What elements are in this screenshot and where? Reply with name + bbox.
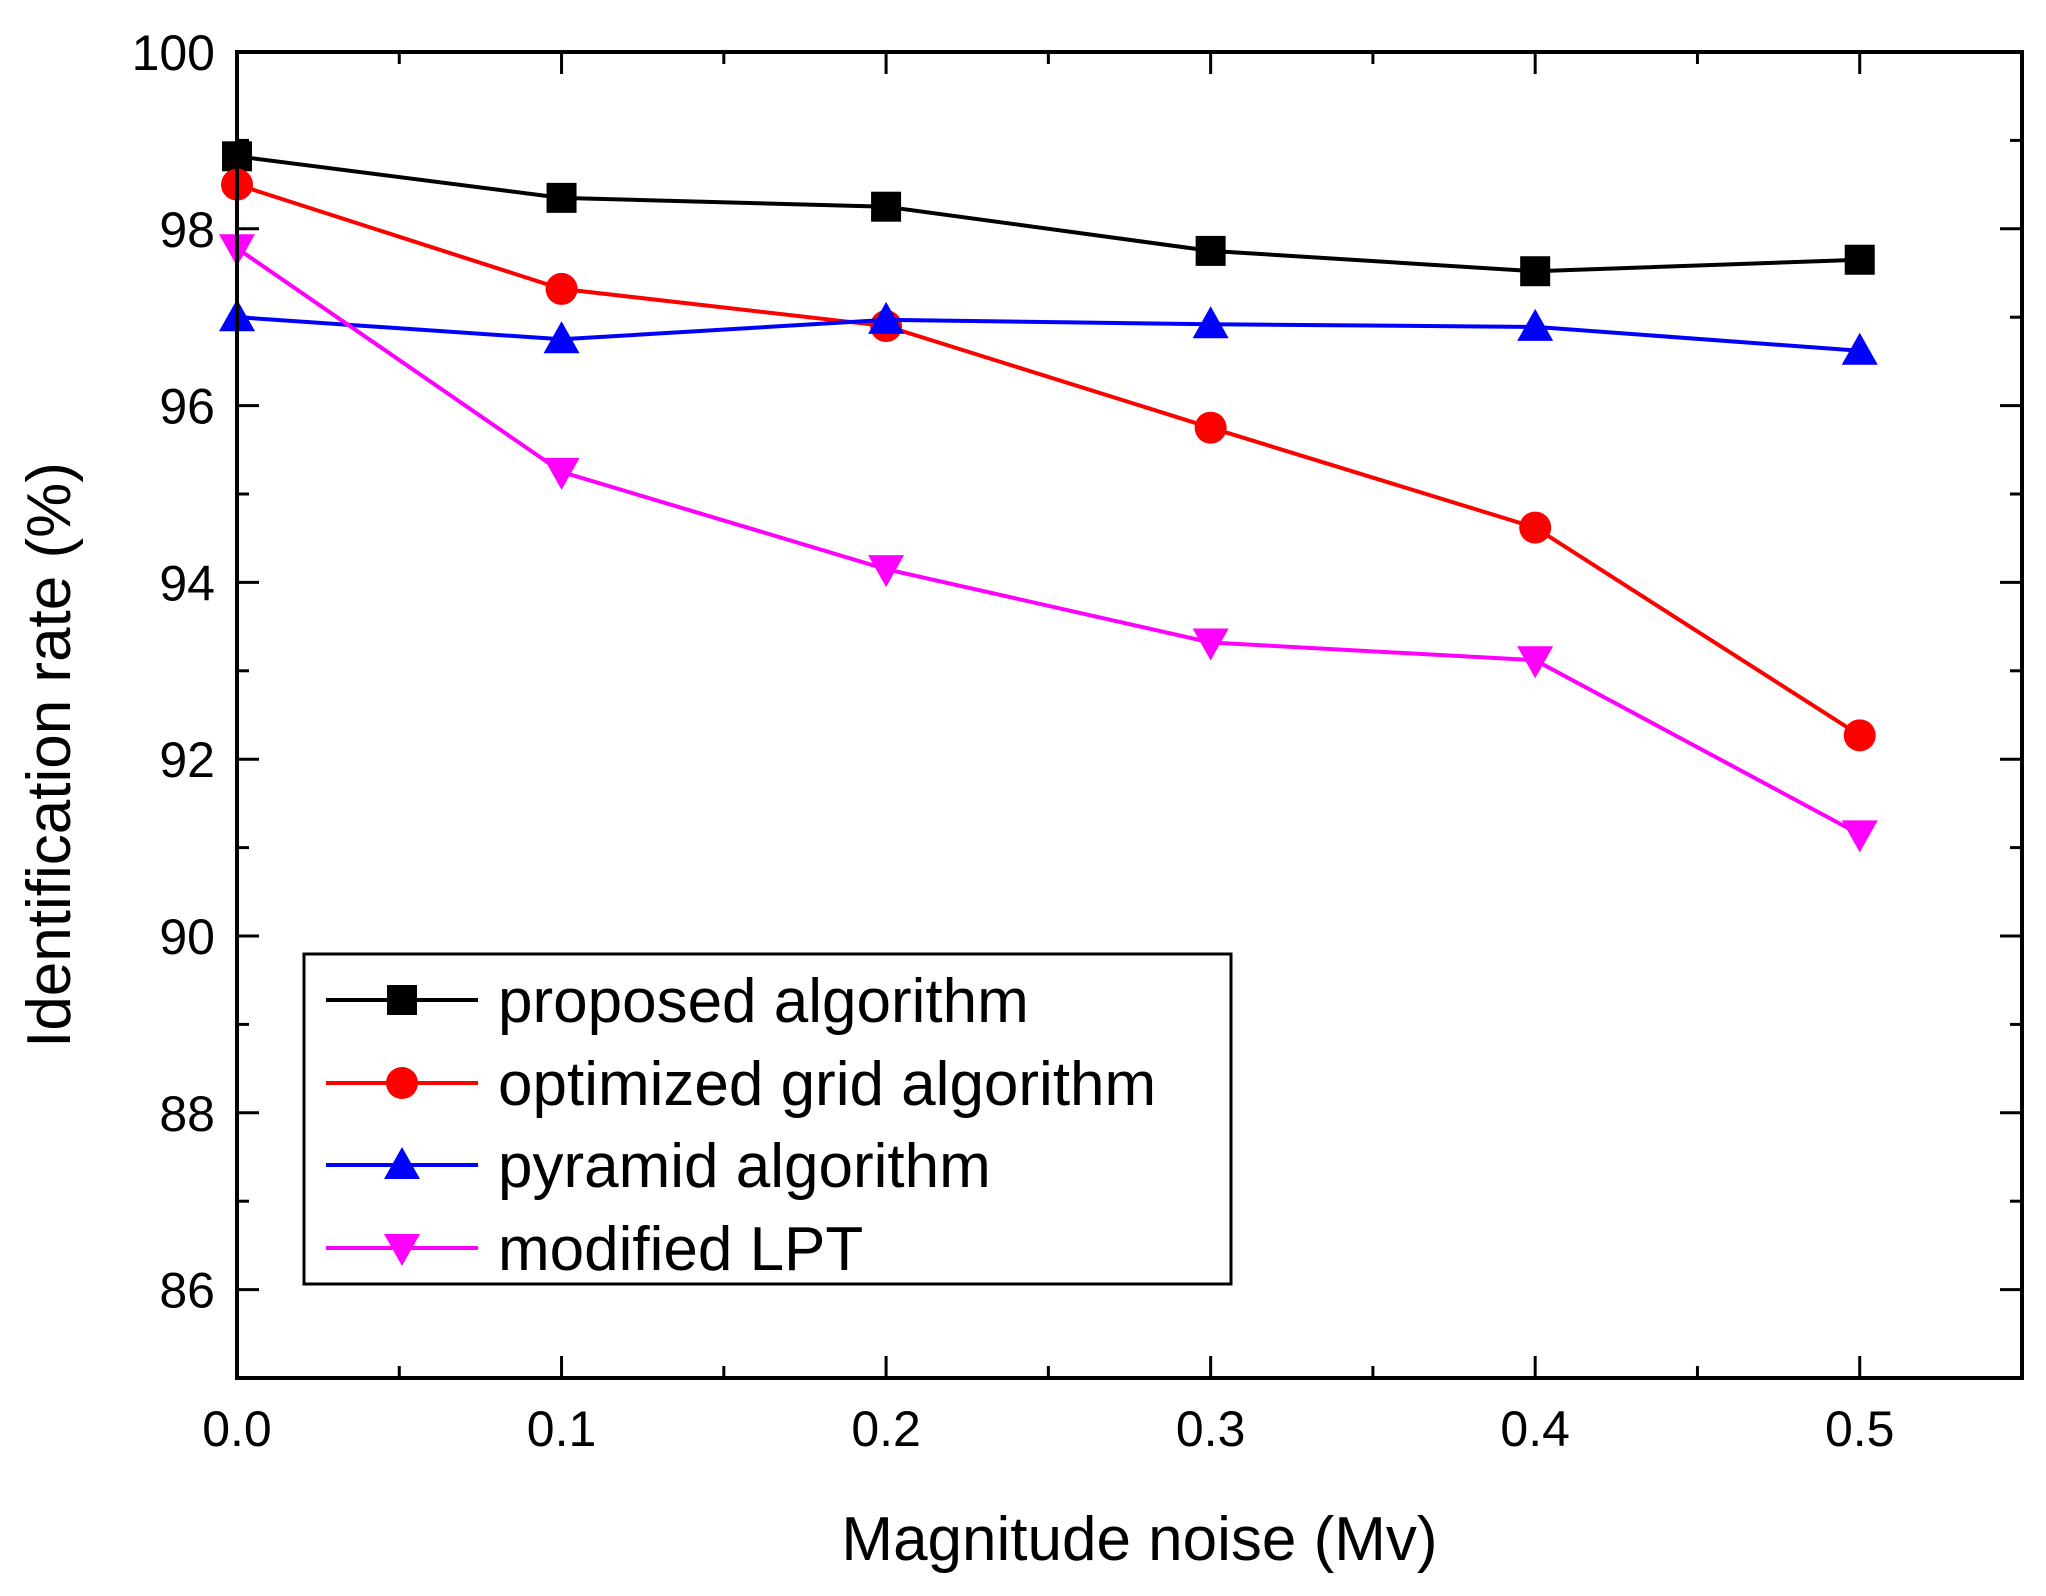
series-2 (219, 299, 1878, 365)
plot-frame (235, 50, 2024, 1380)
series-layer (219, 141, 1878, 853)
legend-swatch-marker (384, 1147, 420, 1179)
data-point (1520, 256, 1551, 287)
data-point (1192, 628, 1229, 661)
legend-label: proposed algorithm (498, 967, 1029, 1036)
x-tick-label: 0.5 (1825, 1401, 1895, 1457)
legend-item: modified LPT (326, 1215, 863, 1284)
y-tick-label: 92 (159, 732, 215, 788)
legend-label: modified LPT (498, 1215, 863, 1284)
y-tick-label: 98 (159, 202, 215, 258)
y-tick-label: 94 (159, 555, 215, 611)
y-tick-label: 96 (159, 379, 215, 435)
data-point (1517, 308, 1554, 341)
data-point (1517, 646, 1554, 679)
legend: proposed algorithm optimized grid algorit… (302, 952, 1233, 1286)
legend-swatch-marker (387, 985, 417, 1015)
y-tick-label: 100 (132, 25, 215, 81)
legend-swatch-marker (386, 1067, 418, 1099)
data-point (1195, 235, 1226, 266)
data-point (1519, 511, 1552, 544)
x-tick-label: 0.0 (202, 1401, 272, 1457)
legend-items: proposed algorithm optimized grid algorit… (326, 967, 1156, 1284)
series-line (236, 315, 1860, 353)
tick-labels: 0.0 0.1 0.2 0.3 0.4 0.5 86 88 90 92 94 96 98 100 (132, 25, 1895, 1457)
data-point (868, 555, 905, 588)
series-line (236, 182, 1861, 738)
series-3 (219, 234, 1878, 853)
y-tick-label: 88 (159, 1086, 215, 1142)
legend-item: proposed algorithm (326, 967, 1029, 1036)
legend-item: optimized grid algorithm (326, 1050, 1156, 1119)
data-point (1841, 332, 1878, 365)
legend-box (302, 952, 1233, 1286)
x-tick-label: 0.3 (1176, 1401, 1246, 1457)
data-point (1844, 244, 1875, 275)
y-tick-label: 90 (159, 909, 215, 965)
data-point (1841, 820, 1878, 853)
data-point (1192, 306, 1229, 339)
x-tick-label: 0.1 (527, 1401, 597, 1457)
x-tick-label: 0.2 (851, 1401, 921, 1457)
series-line (236, 154, 1860, 274)
series-1 (221, 168, 1876, 752)
y-axis-title: Identification rate (%) (15, 462, 84, 1048)
data-point (868, 301, 905, 334)
x-axis-title: Magnitude noise (Mv) (841, 1505, 1437, 1574)
legend-label: optimized grid algorithm (498, 1050, 1156, 1119)
data-point (545, 272, 578, 305)
legend-item: pyramid algorithm (326, 1132, 991, 1201)
y-tick-label: 86 (159, 1263, 215, 1319)
data-point (546, 182, 577, 213)
x-tick-label: 0.4 (1500, 1401, 1570, 1457)
data-point (871, 191, 902, 222)
data-point (543, 457, 580, 490)
legend-swatch-marker (384, 1234, 420, 1266)
data-point (543, 321, 580, 354)
data-point (1194, 411, 1227, 444)
legend-label: pyramid algorithm (498, 1132, 991, 1201)
series-0 (222, 141, 1875, 287)
series-line (235, 246, 1861, 837)
data-point (1843, 719, 1876, 752)
